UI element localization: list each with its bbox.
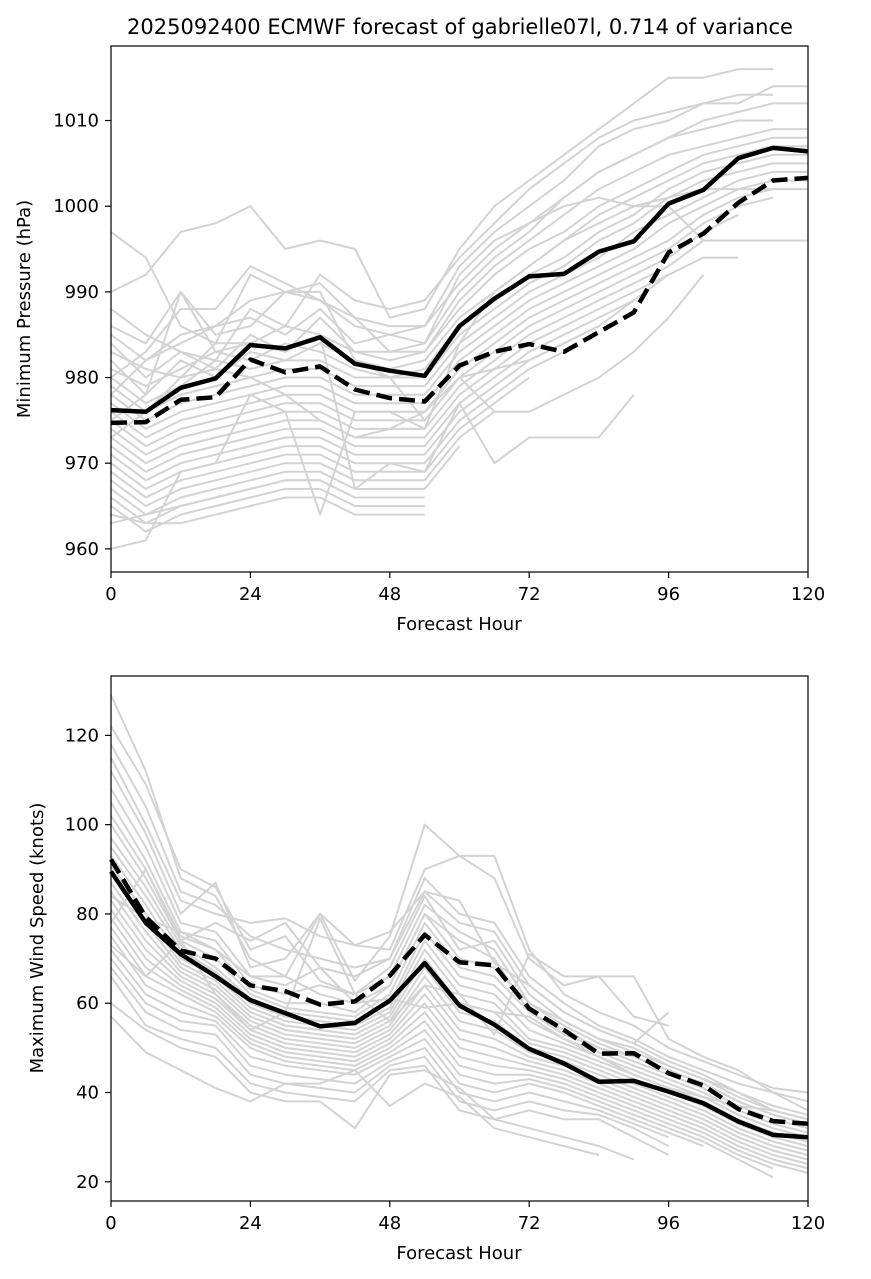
wind-member-line-14 bbox=[110, 882, 809, 1156]
wind-member-line-9 bbox=[110, 837, 809, 1134]
pressure-member-line-0 bbox=[110, 102, 808, 353]
wind-member-line-21 bbox=[110, 949, 704, 1148]
wind-axes-frame bbox=[110, 675, 809, 1202]
pressure-member-line-2 bbox=[110, 93, 774, 362]
wind-member-line-17 bbox=[110, 908, 809, 1170]
wind-panel: Forecast Hour Maximum Wind Speed (knots)… bbox=[27, 675, 825, 1264]
pressure-member-line-31 bbox=[110, 256, 739, 439]
pressure-member-line-29 bbox=[110, 196, 808, 379]
wind-member-line-19 bbox=[110, 926, 774, 1170]
wind-solid-mean-line bbox=[109, 870, 809, 1140]
pressure-y-axis-label: Minimum Pressure (hPa) bbox=[14, 200, 35, 418]
wind-x-tick-label: 120 bbox=[791, 1213, 825, 1234]
pressure-member-line-27 bbox=[110, 188, 808, 550]
wind-y-tick-label: 40 bbox=[76, 1083, 99, 1104]
wind-y-tick-label: 120 bbox=[65, 725, 99, 746]
wind-y-tick-label: 100 bbox=[65, 815, 99, 836]
pressure-member-line-26 bbox=[110, 479, 356, 525]
pressure-series-group bbox=[110, 68, 809, 550]
pressure-y-tick-label: 1010 bbox=[53, 111, 99, 132]
pressure-solid-mean-line bbox=[110, 145, 809, 415]
pressure-y-tick-label: 960 bbox=[65, 539, 99, 560]
pressure-y-tick-label: 980 bbox=[65, 368, 99, 389]
wind-y-tick-label: 20 bbox=[76, 1172, 99, 1193]
wind-member-line-5 bbox=[110, 788, 809, 1116]
pressure-x-tick-label: 24 bbox=[239, 584, 262, 605]
pressure-member-line-17 bbox=[110, 299, 635, 473]
wind-x-tick-label: 0 bbox=[105, 1213, 116, 1234]
pressure-panel: Forecast Hour Minimum Pressure (hPa) 0 24… bbox=[14, 45, 825, 635]
pressure-x-tick-label: 0 bbox=[105, 584, 116, 605]
pressure-member-line-22 bbox=[110, 445, 461, 516]
wind-x-tick-label: 24 bbox=[239, 1213, 262, 1234]
pressure-x-tick-label: 120 bbox=[791, 584, 825, 605]
wind-member-line-20 bbox=[110, 935, 774, 1179]
pressure-member-line-3 bbox=[110, 85, 808, 345]
wind-y-axis-label: Maximum Wind Speed (knots) bbox=[27, 803, 48, 1074]
wind-member-line-28 bbox=[110, 890, 670, 1045]
wind-member-line-4 bbox=[110, 770, 809, 1112]
pressure-member-line-20 bbox=[110, 376, 530, 499]
wind-member-line-6 bbox=[110, 801, 809, 1121]
wind-member-line-23 bbox=[110, 966, 670, 1147]
wind-member-line-26 bbox=[110, 1015, 600, 1156]
wind-member-line-25 bbox=[110, 1002, 635, 1161]
pressure-x-tick-label: 48 bbox=[378, 584, 401, 605]
pressure-y-tick-label: 1000 bbox=[53, 196, 99, 217]
pressure-member-line-11 bbox=[110, 179, 808, 422]
pressure-member-line-4 bbox=[110, 119, 774, 362]
wind-dashed-mean-line bbox=[109, 858, 809, 1127]
wind-x-tick-label: 48 bbox=[378, 1213, 401, 1234]
pressure-member-line-28 bbox=[110, 290, 635, 490]
pressure-member-line-9 bbox=[110, 162, 808, 405]
pressure-x-tick-label: 72 bbox=[518, 584, 541, 605]
pressure-member-line-25 bbox=[110, 496, 425, 525]
wind-member-line-24 bbox=[110, 975, 670, 1156]
wind-series-group bbox=[109, 694, 809, 1179]
chart-title: 2025092400 ECMWF forecast of gabrielle07… bbox=[127, 15, 793, 39]
pressure-y-tick-label: 990 bbox=[65, 282, 99, 303]
pressure-member-line-16 bbox=[110, 273, 670, 465]
pressure-member-line-13 bbox=[110, 196, 774, 439]
wind-x-tick-label: 96 bbox=[657, 1213, 680, 1234]
wind-x-axis-label: Forecast Hour bbox=[396, 1243, 522, 1264]
pressure-axes-frame bbox=[110, 45, 809, 573]
pressure-member-line-12 bbox=[110, 188, 808, 430]
wind-member-line-27 bbox=[110, 917, 669, 1036]
wind-member-line-15 bbox=[110, 891, 809, 1161]
pressure-x-axis-label: Forecast Hour bbox=[396, 614, 522, 635]
wind-member-line-13 bbox=[110, 873, 809, 1152]
pressure-dashed-mean-line bbox=[110, 175, 809, 426]
pressure-member-line-6 bbox=[110, 136, 808, 379]
wind-member-line-29 bbox=[110, 868, 774, 1112]
wind-member-line-2 bbox=[110, 743, 809, 1103]
pressure-y-tick-label: 970 bbox=[65, 453, 99, 474]
pressure-member-line-15 bbox=[110, 239, 704, 456]
wind-y-tick-label: 60 bbox=[76, 993, 99, 1014]
pressure-member-line-18 bbox=[110, 325, 600, 482]
wind-member-line-16 bbox=[110, 900, 809, 1165]
wind-x-tick-label: 72 bbox=[518, 1213, 541, 1234]
pressure-x-tick-label: 96 bbox=[657, 584, 680, 605]
wind-member-line-18 bbox=[110, 917, 809, 1174]
pressure-member-line-5 bbox=[110, 128, 808, 379]
wind-y-tick-label: 80 bbox=[76, 904, 99, 925]
wind-member-line-22 bbox=[110, 957, 669, 1139]
